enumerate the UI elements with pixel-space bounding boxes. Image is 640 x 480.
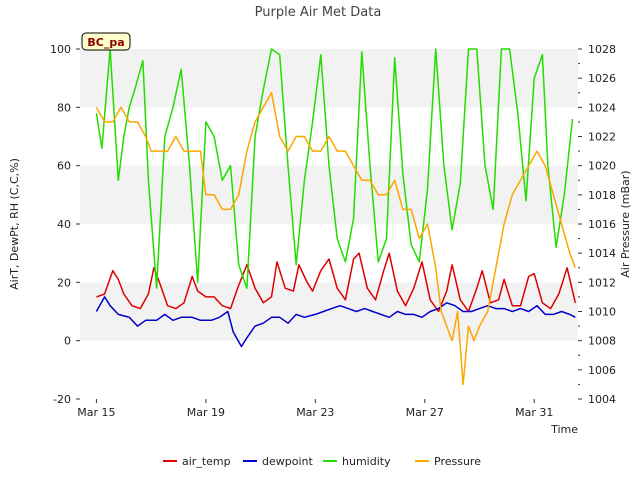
x-tick-label: Mar 15	[77, 406, 115, 419]
x-axis-label: Time	[550, 423, 578, 436]
left-y-tick-label: -20	[53, 393, 71, 406]
site-badge-label: BC_pa	[87, 36, 124, 49]
legend-label-dewpoint: dewpoint	[262, 455, 313, 468]
left-y-tick-label: 60	[57, 160, 71, 173]
x-tick-label: Mar 23	[296, 406, 334, 419]
series-lines	[95, 48, 577, 386]
x-tick-label: Mar 27	[406, 406, 444, 419]
right-y-tick-label: 1004	[588, 393, 616, 406]
right-y-tick-label: 1026	[588, 72, 616, 85]
series-line-Pressure	[95, 92, 577, 386]
chart-title: Purple Air Met Data	[255, 5, 382, 20]
right-y-tick-label: 1020	[588, 160, 616, 173]
series-line-air_temp	[96, 252, 577, 313]
legend-label-humidity: humidity	[342, 455, 391, 468]
plot-band	[80, 49, 578, 108]
right-y-tick-label: 1008	[588, 335, 616, 348]
plot-background-bands	[80, 49, 578, 399]
plot-band	[80, 224, 578, 283]
left-y-tick-label: 20	[57, 276, 71, 289]
right-y-tick-label: 1014	[588, 247, 616, 260]
x-tick-label: Mar 31	[515, 406, 553, 419]
x-axis: Mar 15 Mar 19 Mar 23 Mar 27 Mar 31	[77, 399, 553, 419]
series-line-humidity	[95, 48, 574, 289]
plot-band	[80, 340, 578, 399]
plot-band	[80, 165, 578, 224]
plot-band	[80, 282, 578, 341]
right-y-tick-label: 1016	[588, 218, 616, 231]
right-y-axis: 1004 1006 1008 1010 1012 1014 1016 1018 1020 1022…	[578, 43, 616, 406]
series-line-dewpoint	[95, 296, 576, 348]
right-y-tick-label: 1006	[588, 364, 616, 377]
legend: air_temp dewpoint humidity Pressure	[163, 455, 481, 468]
right-y-tick-label: 1010	[588, 306, 616, 319]
left-y-tick-label: 80	[57, 101, 71, 114]
legend-label-Pressure: Pressure	[434, 455, 481, 468]
right-y-axis-label: Air Pressure (mBar)	[619, 170, 632, 277]
right-y-tick-label: 1012	[588, 276, 616, 289]
left-y-axis-label: AirT, DewPt, RH (C,C,%)	[8, 158, 21, 290]
right-y-tick-label: 1022	[588, 131, 616, 144]
left-y-tick-label: 0	[64, 335, 71, 348]
right-y-tick-label: 1024	[588, 101, 616, 114]
right-y-tick-label: 1018	[588, 189, 616, 202]
left-y-tick-label: 40	[57, 218, 71, 231]
left-y-tick-label: 100	[50, 43, 71, 56]
right-y-tick-label: 1028	[588, 43, 616, 56]
legend-label-air_temp: air_temp	[182, 455, 231, 468]
left-y-axis: -20 0 20 40 60 80 100	[50, 43, 80, 406]
x-tick-label: Mar 19	[187, 406, 225, 419]
site-badge: BC_pa	[81, 32, 131, 51]
